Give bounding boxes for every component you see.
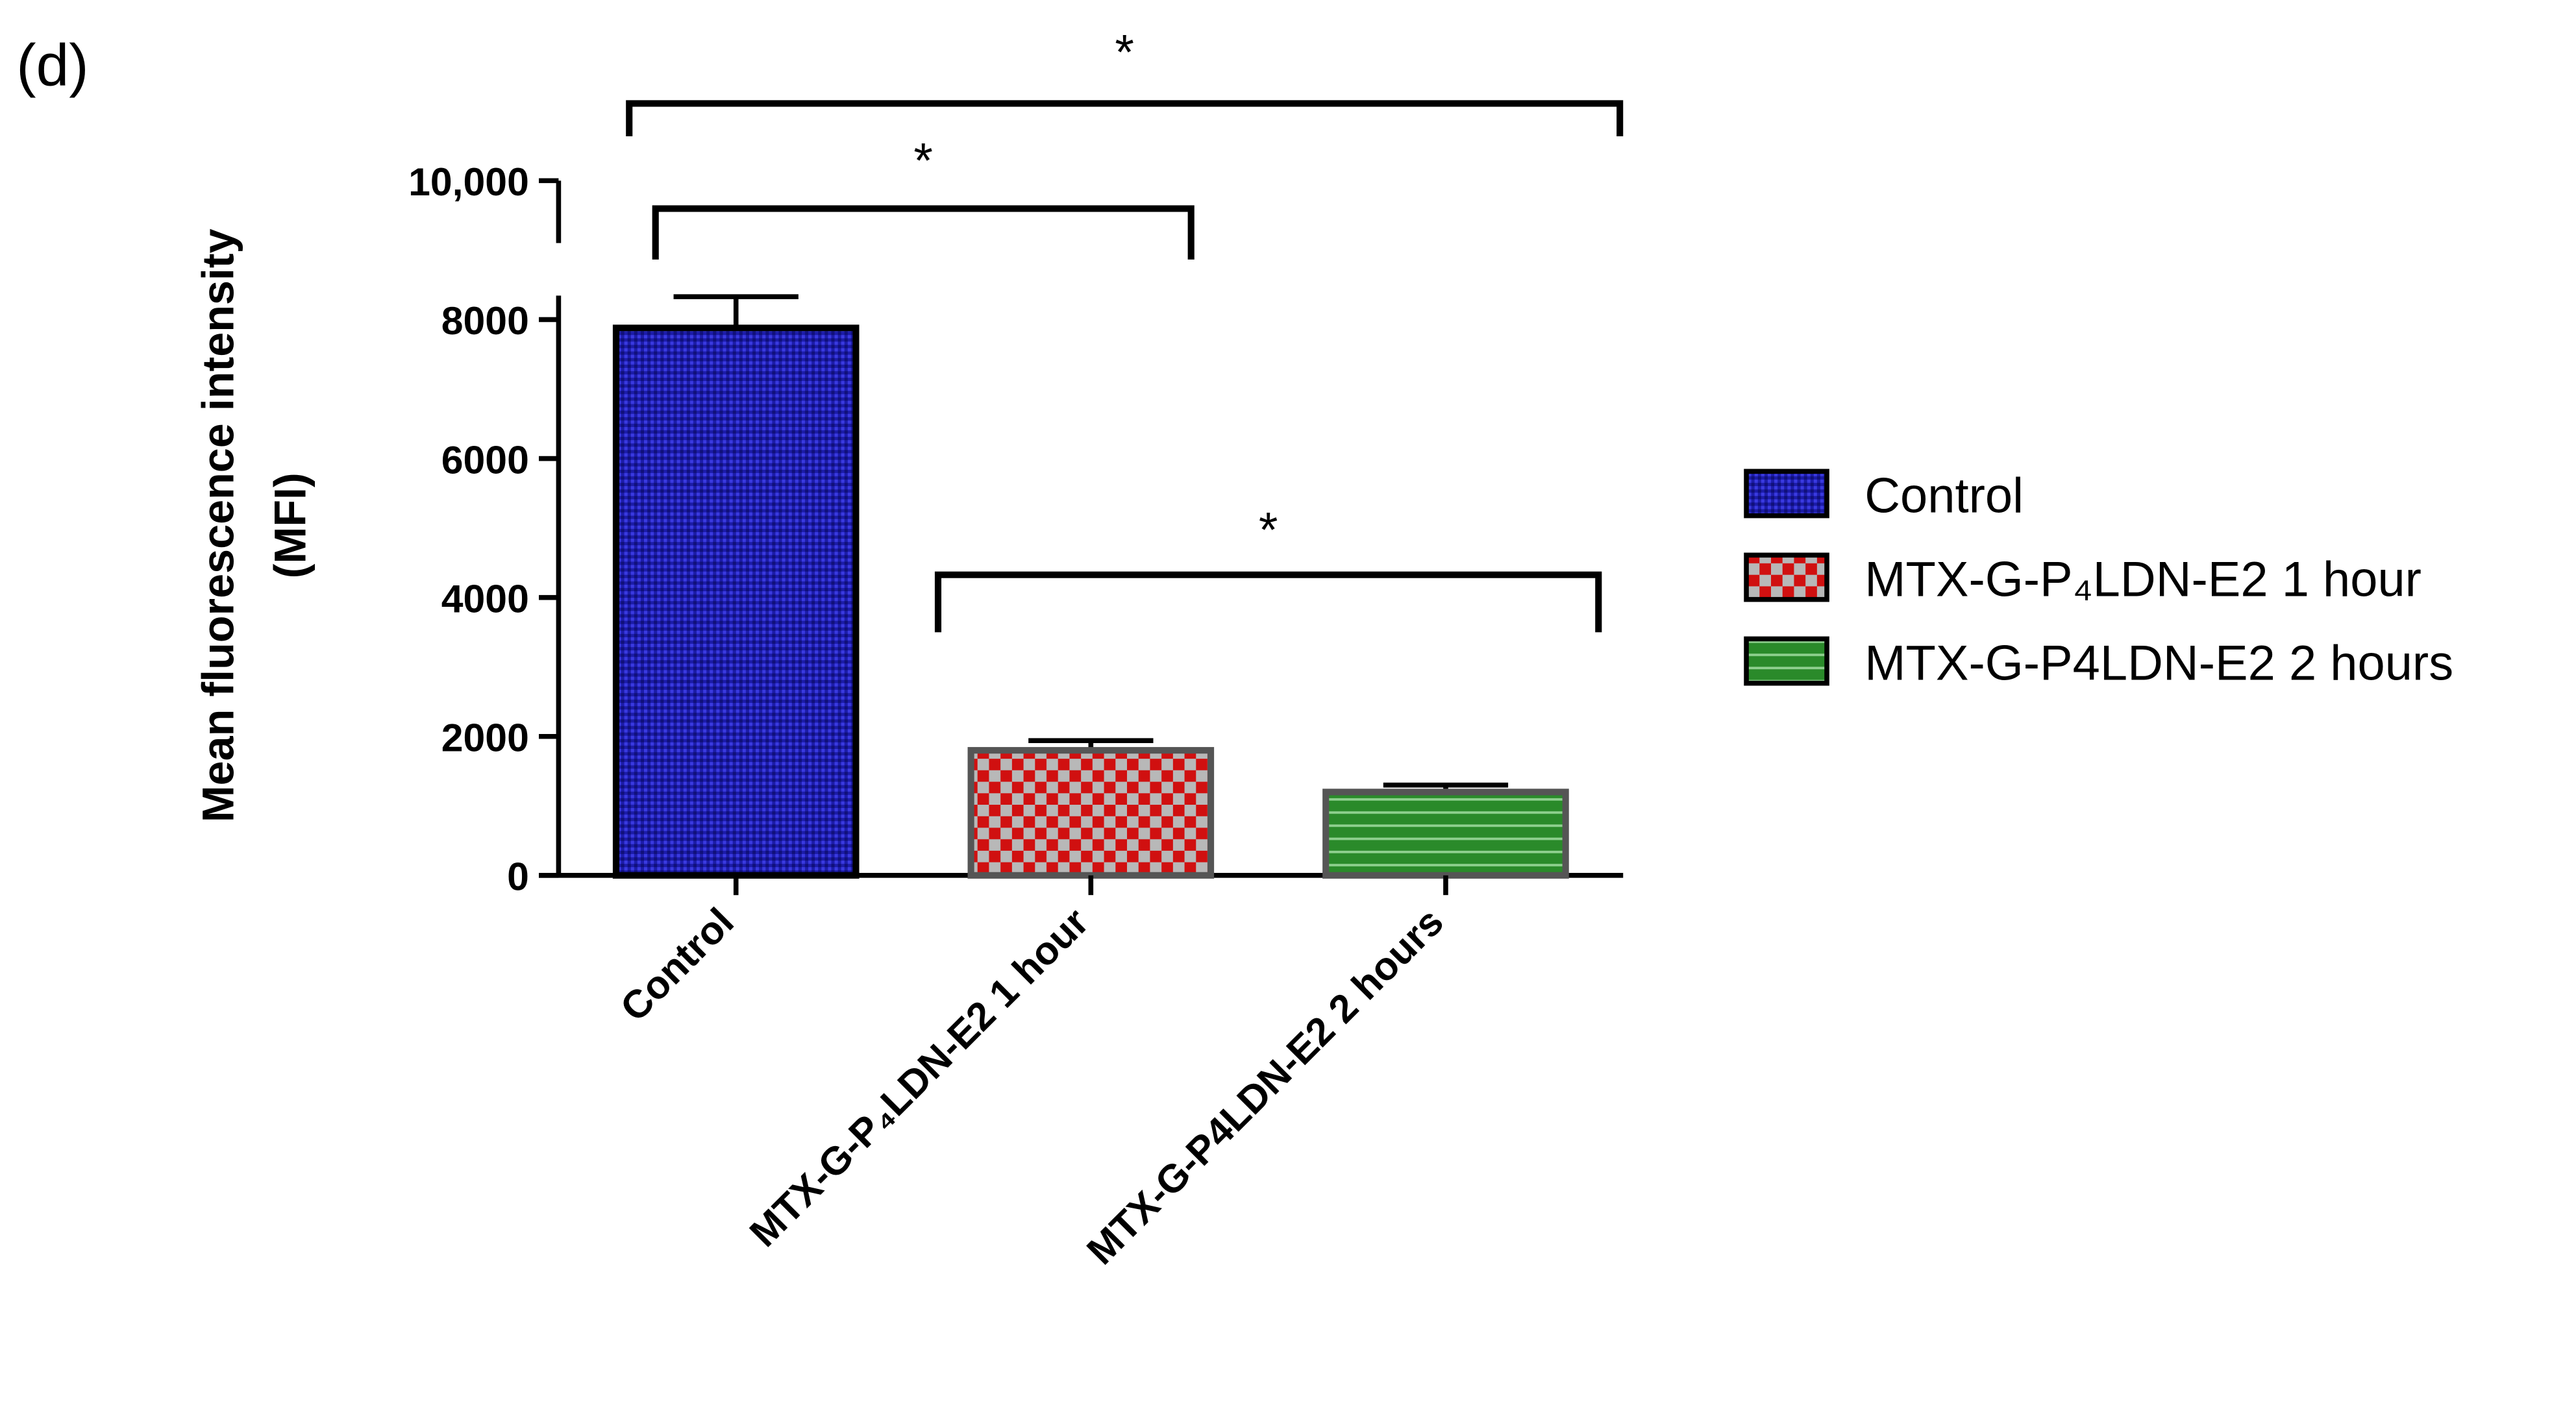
panel-label: (d) [16, 33, 88, 99]
significance-label: * [1115, 25, 1134, 80]
bar [967, 747, 1215, 879]
significance-bracket [652, 205, 1195, 260]
plot: 0200040006000800010,000ControlMTX-G-P₄LD… [408, 25, 2453, 1273]
legend-swatch [1744, 469, 1829, 519]
legend-swatch [1744, 636, 1829, 686]
y-tick-label: 8000 [441, 299, 529, 343]
legend-label: MTX-G-P4LDN-E2 2 hours [1864, 636, 2453, 691]
y-axis-label: (MFI) [266, 472, 316, 578]
significance-label: * [1259, 503, 1278, 558]
y-tick-label: 6000 [441, 437, 529, 482]
legend-label: Control [1864, 469, 2024, 524]
y-tick-label: 10,000 [408, 160, 529, 204]
legend-label: MTX-G-P₄LDN-E2 1 hour [1864, 552, 2421, 607]
x-tick-label: MTX-G-P4LDN-E2 2 hours [1078, 899, 1452, 1273]
bar [612, 324, 860, 879]
significance-bracket [626, 100, 1624, 137]
legend-swatch [1744, 552, 1829, 602]
bar [1322, 789, 1569, 879]
y-tick-label: 0 [507, 855, 529, 899]
x-tick-label: Control [612, 899, 742, 1030]
x-tick-label: MTX-G-P₄LDN-E2 1 hour [741, 899, 1097, 1255]
y-axis-label: Mean fluorescence intensity [193, 228, 243, 822]
y-tick-label: 4000 [441, 576, 529, 620]
significance-bracket [934, 571, 1602, 633]
y-tick-label: 2000 [441, 716, 529, 760]
significance-label: * [913, 133, 933, 188]
